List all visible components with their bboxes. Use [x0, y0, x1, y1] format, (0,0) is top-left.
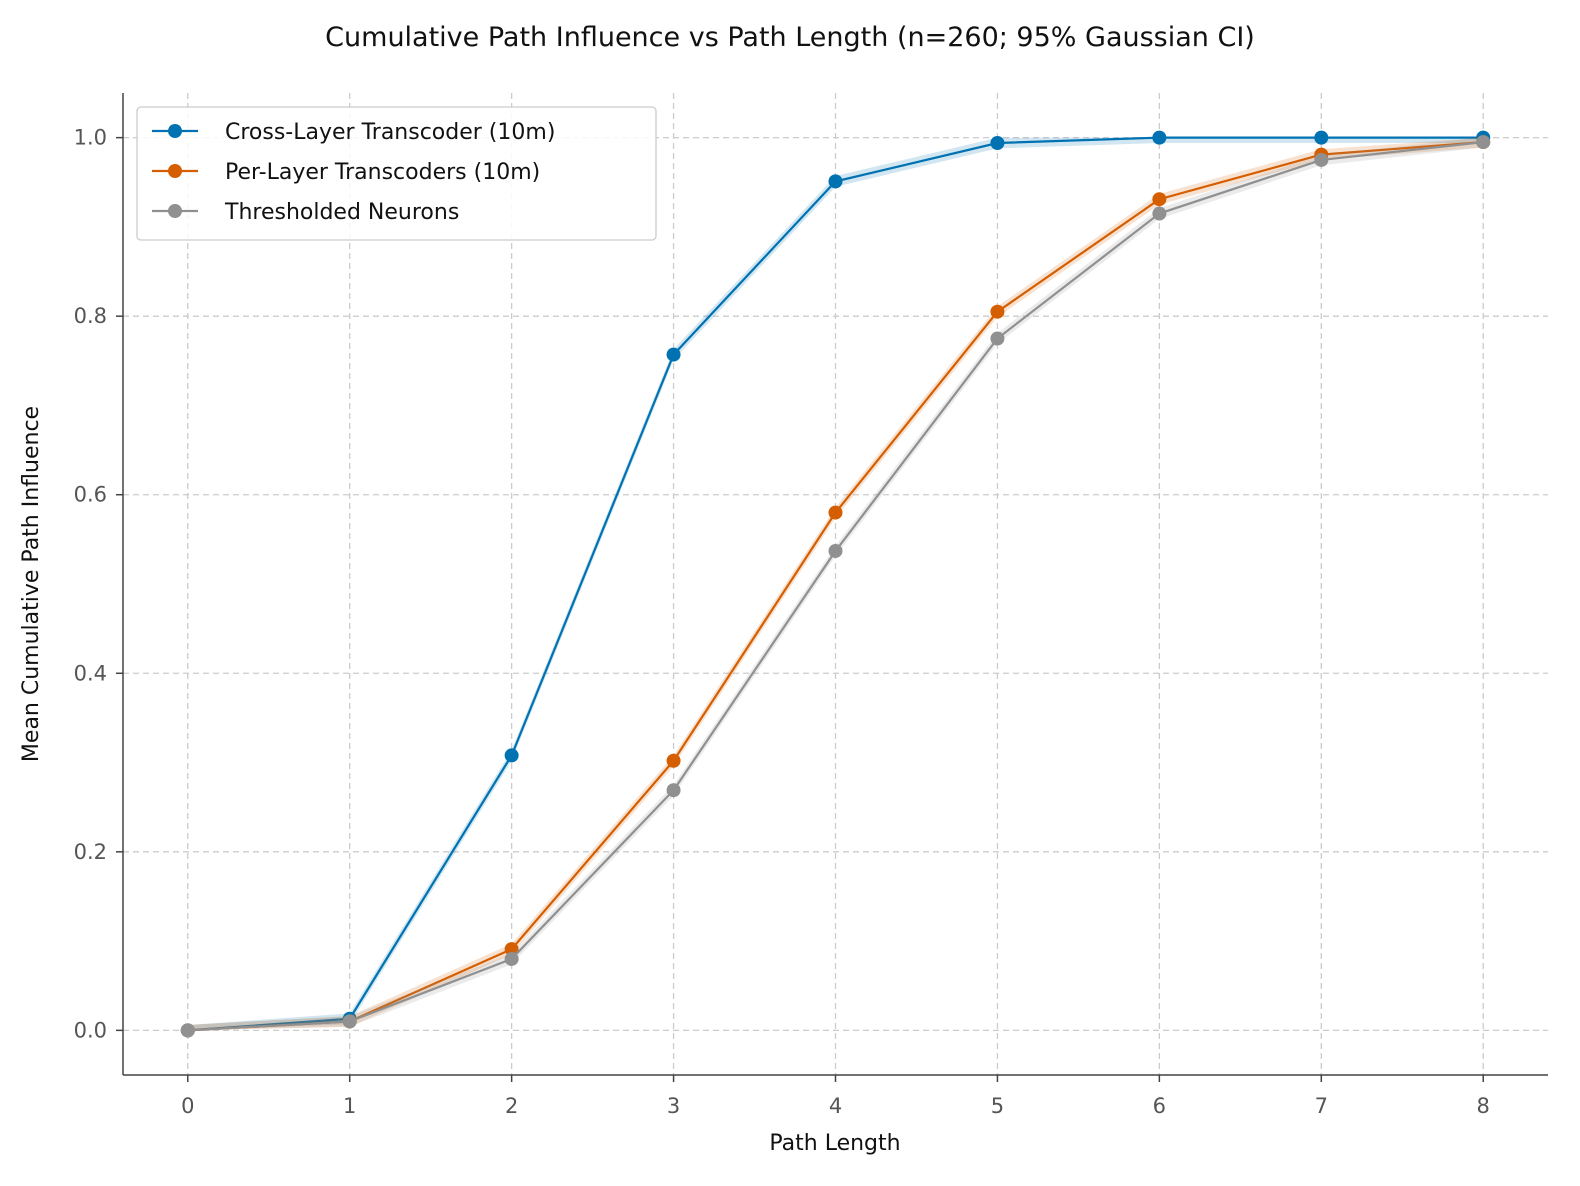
data-point	[990, 304, 1005, 319]
x-tick-label: 8	[1477, 1094, 1490, 1118]
data-point	[666, 783, 681, 798]
data-point	[990, 331, 1005, 346]
data-point	[1152, 192, 1167, 207]
data-point	[990, 135, 1005, 150]
legend-label: Cross-Layer Transcoder (10m)	[225, 120, 555, 145]
x-tick-label: 7	[1315, 1094, 1328, 1118]
legend-label: Thresholded Neurons	[224, 200, 459, 225]
data-point	[1152, 206, 1167, 221]
legend-marker	[168, 204, 182, 218]
y-tick-label: 1.0	[74, 126, 107, 150]
chart-title: Cumulative Path Influence vs Path Length…	[325, 22, 1255, 53]
data-point	[342, 1014, 357, 1029]
y-tick-label: 0.0	[74, 1018, 107, 1042]
x-tick-label: 0	[181, 1094, 194, 1118]
grid-lines	[123, 93, 1548, 1075]
data-point	[666, 753, 681, 768]
data-point	[828, 174, 843, 189]
y-tick-label: 0.4	[74, 661, 107, 685]
x-tick-label: 3	[667, 1094, 680, 1118]
x-tick-label: 5	[991, 1094, 1004, 1118]
legend: Cross-Layer Transcoder (10m) Per-Layer Tr…	[136, 106, 657, 241]
legend-marker	[168, 124, 182, 138]
data-point	[504, 748, 519, 763]
y-tick-label: 0.6	[74, 483, 107, 507]
x-tick-label: 6	[1153, 1094, 1166, 1118]
data-point	[504, 951, 519, 966]
data-point	[1314, 130, 1329, 145]
x-axis-label: Path Length	[769, 1131, 900, 1156]
series-group	[180, 135, 1491, 1038]
x-tick-label: 4	[829, 1094, 842, 1118]
data-point	[180, 1023, 195, 1038]
x-tick-label: 1	[343, 1094, 356, 1118]
y-tick-label: 0.8	[74, 304, 107, 328]
data-point	[1476, 135, 1491, 150]
data-point	[828, 543, 843, 558]
data-point	[666, 347, 681, 362]
legend-marker	[168, 164, 182, 178]
tick-labels: 0 1 2 3 4 5 6 7 8 0.0 0.2 0.4 0.6 0.8 1.0	[74, 126, 1490, 1118]
x-tick-label: 2	[505, 1094, 518, 1118]
data-point	[1314, 152, 1329, 167]
legend-box	[136, 106, 657, 241]
y-tick-label: 0.2	[74, 840, 107, 864]
series-lines	[180, 130, 1491, 1038]
data-point	[828, 505, 843, 520]
data-point	[504, 942, 519, 957]
y-axis-label: Mean Cumulative Path Influence	[19, 406, 44, 762]
legend-label: Per-Layer Transcoders (10m)	[225, 160, 540, 185]
data-point	[1152, 130, 1167, 145]
